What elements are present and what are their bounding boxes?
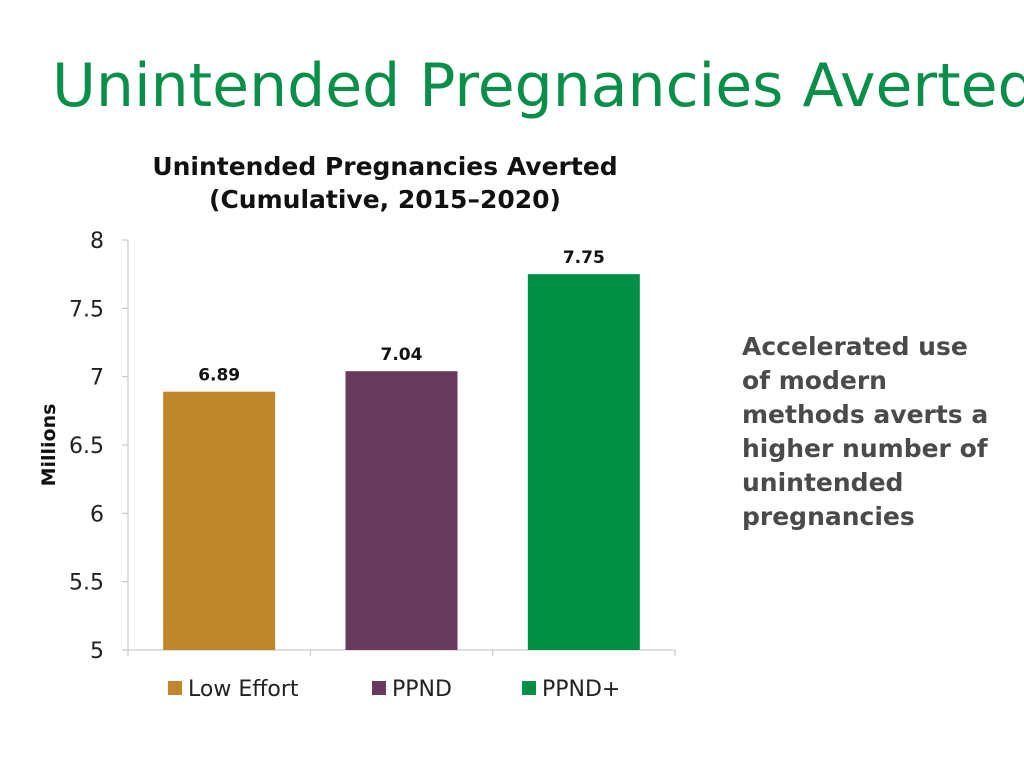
bar-ppnd-: [527, 274, 640, 650]
y-tick-label: 6.5: [69, 434, 104, 459]
bar-low-effort: [163, 391, 276, 650]
data-label: 7.04: [381, 345, 423, 365]
y-tick-label: 5.5: [69, 571, 104, 596]
legend-label: PPND+: [542, 677, 620, 702]
legend-swatch: [168, 681, 182, 695]
bar-ppnd: [345, 371, 458, 650]
data-label: 7.75: [563, 248, 605, 268]
chart-title-line-1: Unintended Pregnancies Averted: [152, 152, 618, 181]
chart-title: Unintended Pregnancies Averted (Cumulati…: [130, 150, 640, 216]
y-tick-label: 6: [90, 502, 104, 527]
y-tick-label: 8: [90, 229, 104, 254]
y-tick-label: 5: [90, 639, 104, 664]
slide-title: Unintended Pregnancies Averted: [52, 51, 1024, 121]
y-tick-label: 7.5: [69, 297, 104, 322]
legend-label: PPND: [392, 677, 452, 702]
chart-title-line-2: (Cumulative, 2015–2020): [209, 185, 561, 214]
side-note: Accelerated use of modern methods averts…: [742, 332, 989, 531]
data-label: 6.89: [198, 366, 240, 386]
legend-swatch: [522, 681, 536, 695]
y-tick-label: 7: [90, 366, 104, 391]
legend-label: Low Effort: [188, 677, 299, 702]
legend-swatch: [372, 681, 386, 695]
y-axis-title: Millions: [38, 404, 60, 487]
